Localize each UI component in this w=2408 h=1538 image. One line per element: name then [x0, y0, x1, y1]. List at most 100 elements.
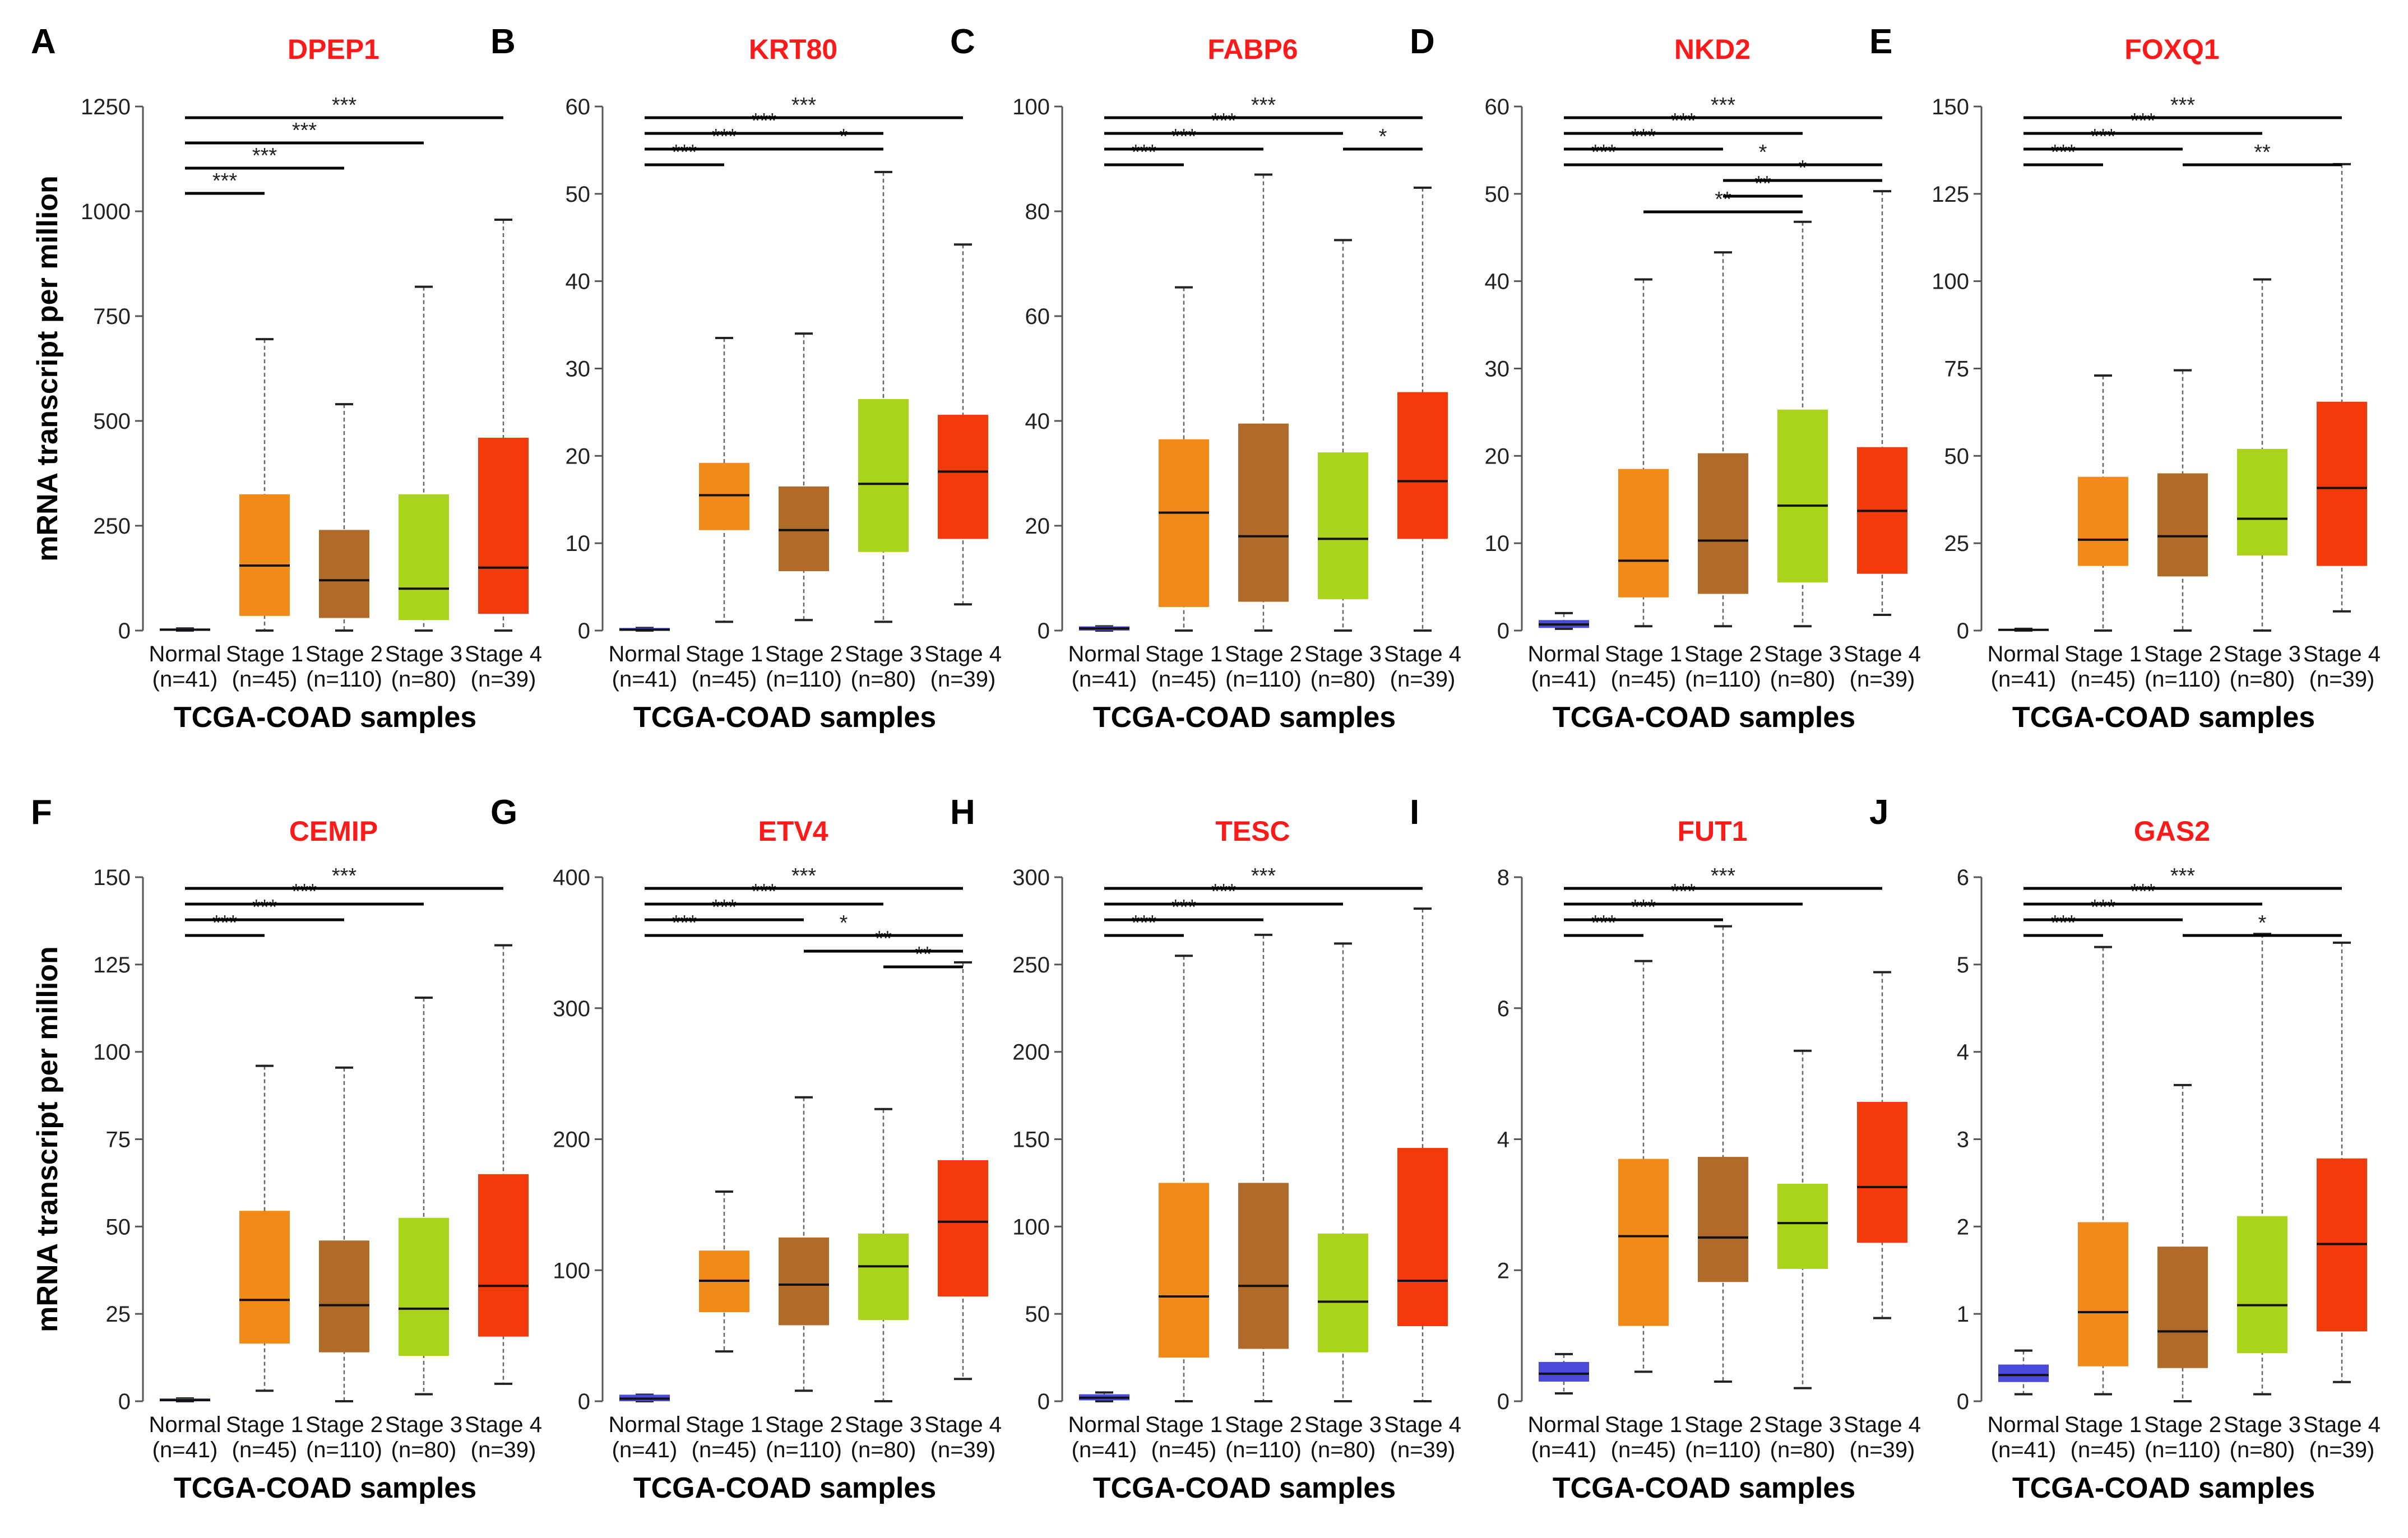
y-tick-label: 4 [1497, 1128, 1509, 1152]
category-count: (n=45) [2071, 1438, 2136, 1462]
significance-label: *** [752, 880, 777, 904]
significance-label: *** [1132, 141, 1157, 164]
category-count: (n=80) [851, 667, 916, 692]
y-tick-label: 150 [1012, 1128, 1050, 1152]
category-count: (n=41) [1072, 1438, 1137, 1462]
category-label: Stage 4 [1384, 642, 1461, 666]
box-stage-4 [1397, 1148, 1448, 1326]
box-stage-3 [2237, 1216, 2287, 1354]
significance-label: *** [1711, 864, 1736, 888]
y-tick-label: 150 [1932, 95, 1969, 119]
significance-label: *** [672, 911, 697, 935]
x-axis-title: TCGA-COAD samples [2012, 701, 2315, 734]
box-stage-1 [239, 494, 290, 616]
significance-label: *** [1711, 94, 1736, 117]
category-label: Stage 1 [686, 1412, 763, 1437]
category-label: Stage 3 [385, 1412, 462, 1437]
category-label: Stage 1 [2064, 642, 2142, 666]
significance-label: * [1799, 156, 1807, 180]
box-stage-4 [1857, 1101, 1907, 1243]
category-label: Normal [1528, 1412, 1600, 1437]
significance-label: *** [2131, 880, 2156, 904]
category-count: (n=41) [1991, 667, 2057, 692]
category-count: (n=110) [1225, 1438, 1302, 1462]
category-label: Stage 4 [924, 642, 1002, 666]
gene-title: GAS2 [2134, 816, 2210, 847]
significance-label: *** [252, 144, 277, 168]
y-tick-label: 50 [566, 182, 591, 207]
box-stage-3 [2237, 448, 2287, 555]
significance-label: *** [252, 896, 277, 919]
category-label: Stage 1 [1605, 1412, 1682, 1437]
significance-label: *** [2091, 125, 2116, 149]
x-axis-title: TCGA-COAD samples [174, 701, 476, 734]
category-count: (n=39) [1390, 1438, 1456, 1462]
significance-label: * [840, 911, 848, 935]
y-tick-label: 750 [93, 304, 131, 329]
significance-label: *** [292, 880, 317, 904]
category-label: Stage 4 [465, 642, 542, 666]
significance-label: *** [712, 125, 737, 149]
box-normal [1998, 1364, 2049, 1382]
panel-letter: D [1410, 22, 1435, 61]
category-count: (n=110) [766, 667, 842, 692]
category-label: Stage 2 [2144, 642, 2221, 666]
box-stage-2 [2157, 473, 2208, 577]
significance-label: *** [1211, 109, 1237, 133]
y-tick-label: 40 [1025, 409, 1050, 434]
y-tick-label: 40 [566, 270, 591, 294]
y-tick-label: 400 [553, 865, 590, 890]
box-stage-2 [1238, 1183, 1289, 1349]
category-count: (n=39) [471, 1438, 536, 1462]
box-stage-1 [239, 1211, 290, 1344]
box-stage-1 [1618, 1159, 1669, 1326]
category-count: (n=39) [2309, 1438, 2375, 1462]
box-stage-3 [1777, 409, 1828, 583]
box-stage-2 [779, 486, 829, 572]
x-axis-title: TCGA-COAD samples [2012, 1472, 2315, 1504]
category-label: Stage 2 [1225, 1412, 1302, 1437]
box-stage-2 [1698, 453, 1748, 594]
category-label: Stage 4 [465, 1412, 542, 1437]
category-count: (n=80) [391, 667, 457, 692]
significance-label: *** [212, 169, 238, 193]
y-tick-label: 1250 [81, 95, 131, 119]
gene-title: ETV4 [758, 816, 828, 847]
significance-label: * [1379, 125, 1387, 149]
y-tick-label: 0 [578, 619, 590, 643]
category-count: (n=41) [612, 667, 678, 692]
category-count: (n=39) [2309, 667, 2375, 692]
category-label: Stage 2 [1684, 1412, 1762, 1437]
category-label: Stage 4 [1844, 1412, 1921, 1437]
panel-letter: A [31, 22, 56, 61]
category-count: (n=39) [471, 667, 536, 692]
y-tick-label: 75 [1944, 357, 1970, 382]
significance-label: *** [2170, 94, 2196, 117]
box-stage-1 [2078, 476, 2128, 566]
panel-e: E FOXQ1 0 25 50 75 100 125 150 Normal(n=41) Stage … [1869, 22, 2381, 734]
y-tick-label: 0 [1497, 619, 1509, 643]
x-axis-title: TCGA-COAD samples [1093, 701, 1396, 734]
category-label: Stage 1 [226, 1412, 303, 1437]
y-tick-label: 0 [1038, 619, 1050, 643]
y-tick-label: 300 [1012, 865, 1050, 890]
category-label: Stage 2 [1225, 642, 1302, 666]
y-tick-label: 0 [578, 1389, 590, 1414]
y-tick-label: 250 [1012, 953, 1050, 978]
category-count: (n=39) [930, 667, 996, 692]
significance-label: *** [212, 911, 238, 935]
category-count: (n=80) [1310, 667, 1376, 692]
category-count: (n=41) [1991, 1438, 2057, 1462]
category-count: (n=110) [2145, 1438, 2221, 1462]
category-label: Normal [609, 1412, 681, 1437]
category-label: Normal [1988, 1412, 2060, 1437]
significance-label: *** [1591, 141, 1617, 164]
panel-letter: J [1869, 793, 1888, 832]
panel-j: J GAS2 0 1 2 3 4 5 6 Normal(n=41) Stage 1(n=45) Sta… [1869, 793, 2381, 1504]
box-stage-3 [858, 399, 909, 552]
box-stage-2 [1698, 1157, 1748, 1282]
category-count: (n=110) [306, 667, 382, 692]
box-stage-4 [938, 415, 988, 539]
significance-label: * [1759, 141, 1767, 164]
